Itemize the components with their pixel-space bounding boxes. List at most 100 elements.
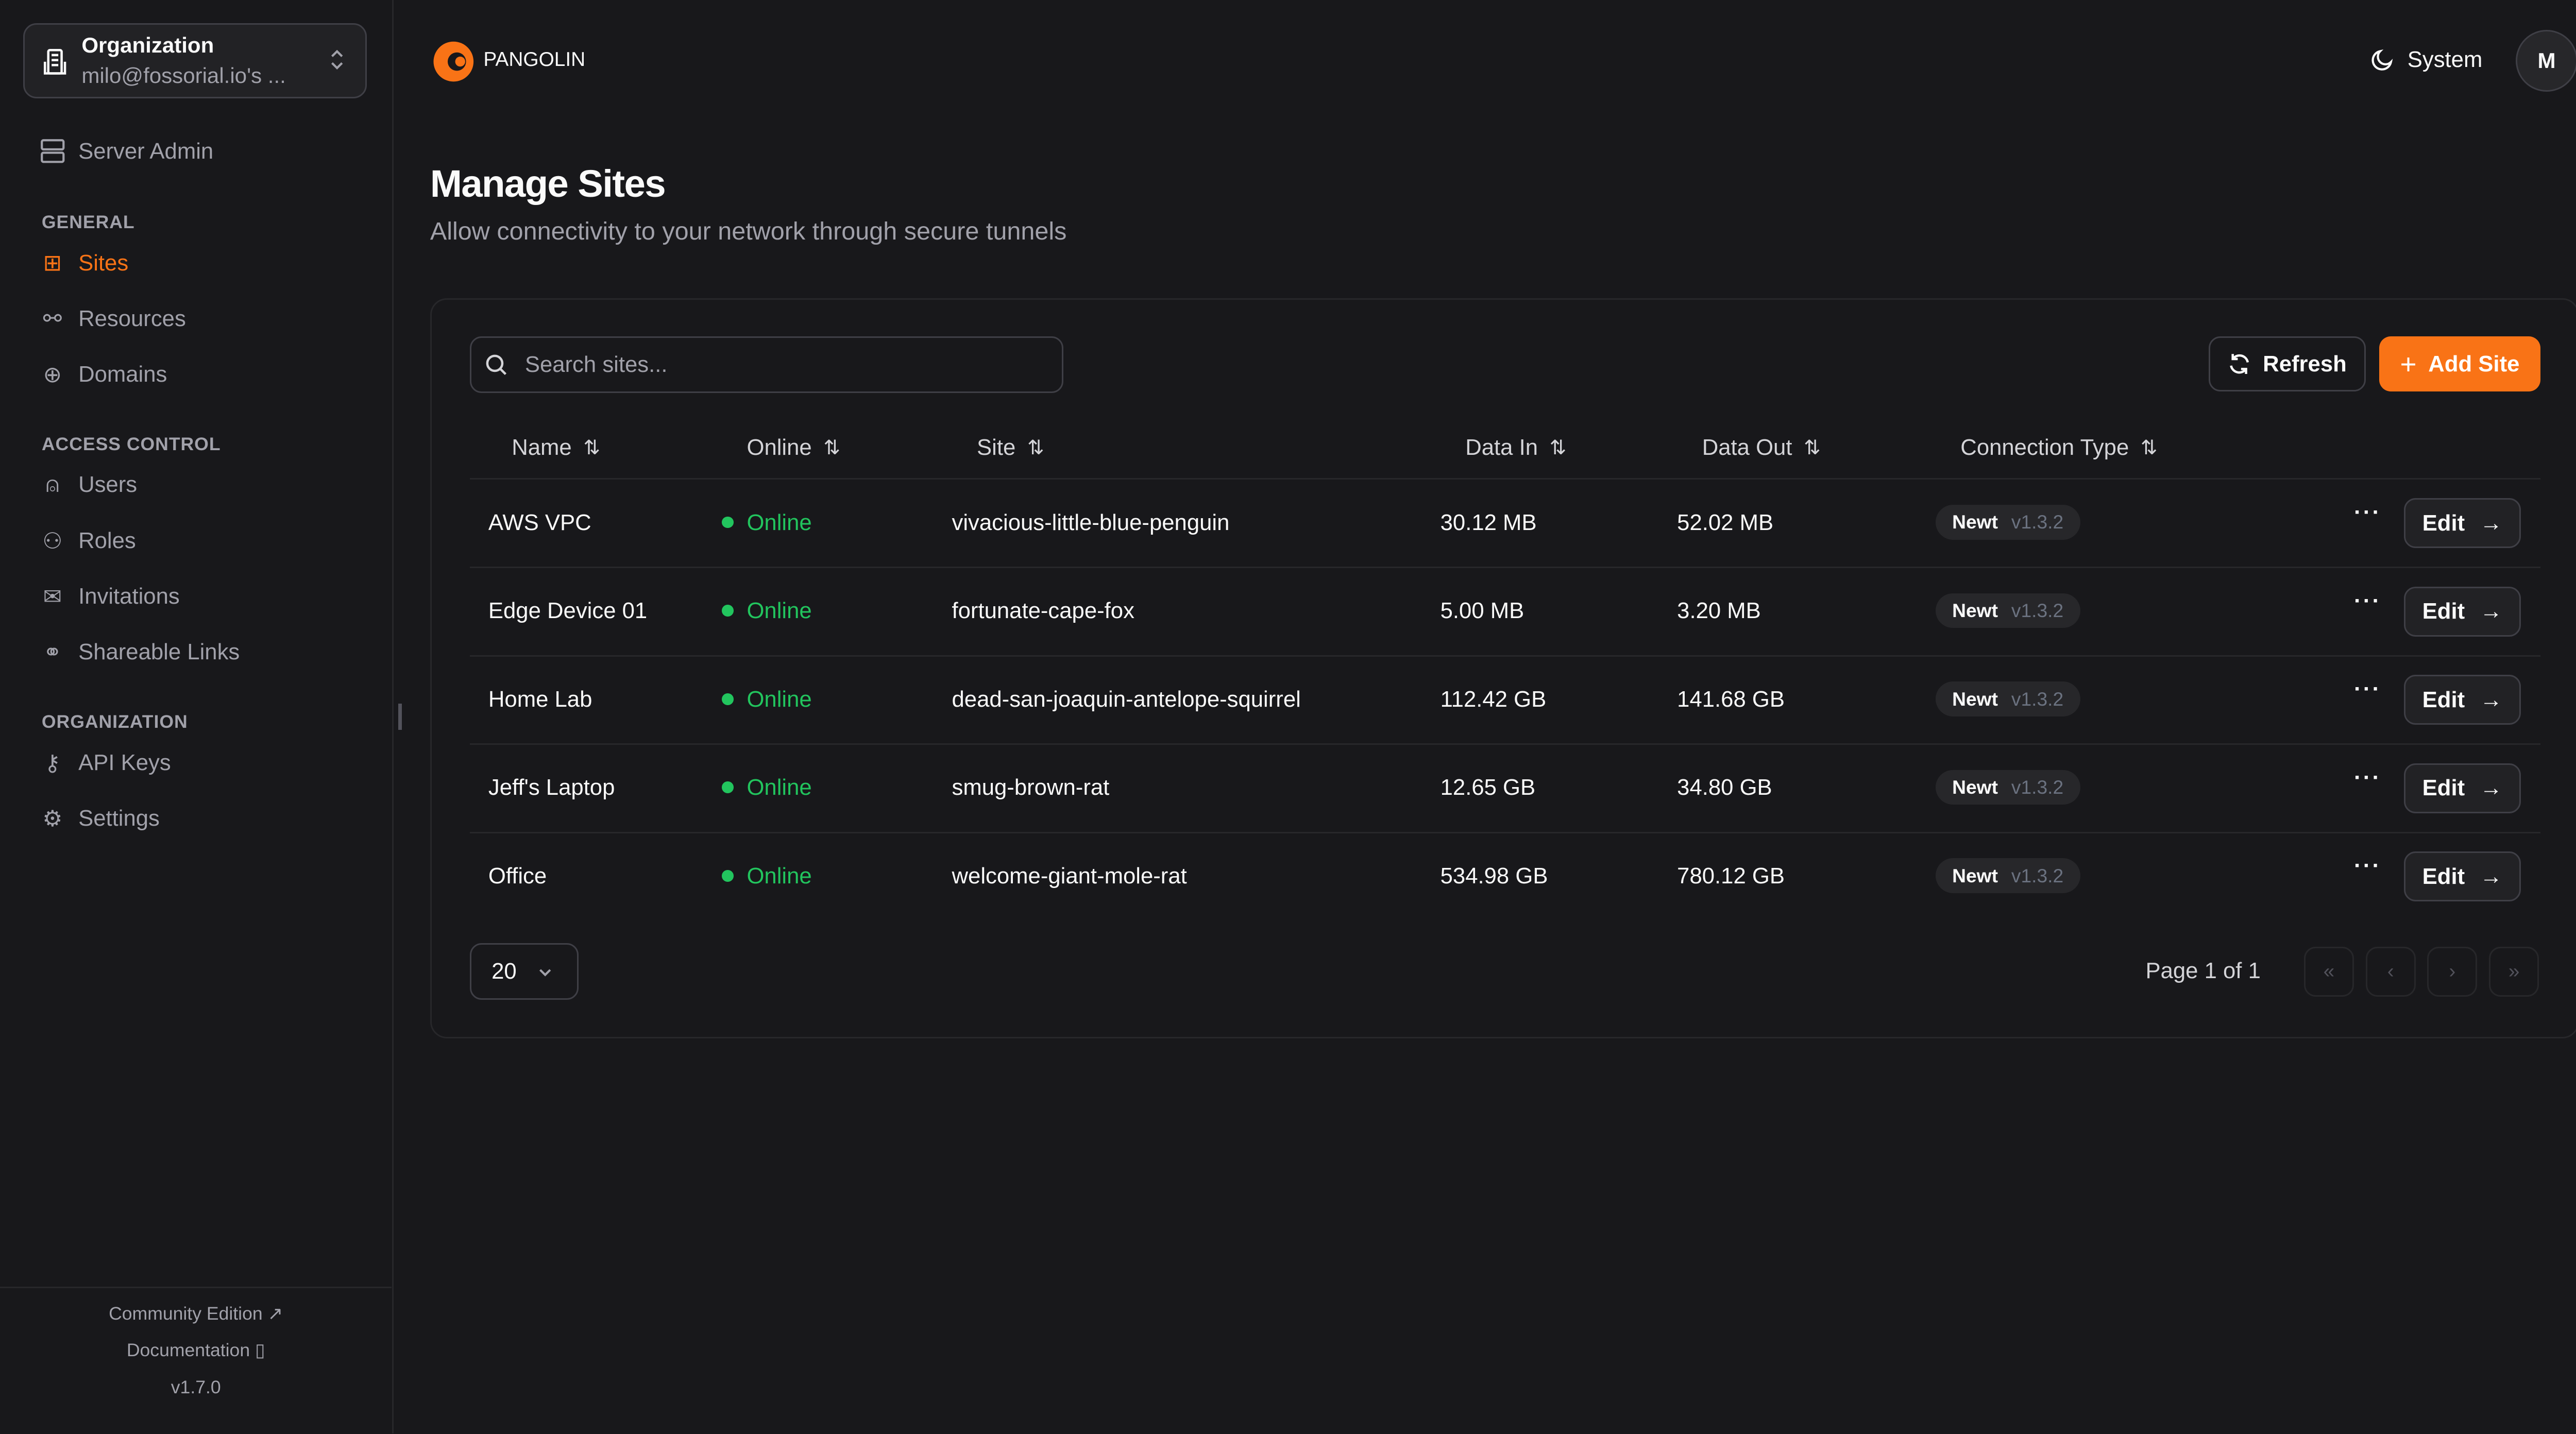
- more-actions-icon[interactable]: ···: [2353, 764, 2382, 790]
- page-size-select[interactable]: 20: [470, 943, 579, 1000]
- sort-icon: ⇅: [823, 436, 840, 459]
- refresh-button[interactable]: Refresh: [2209, 336, 2366, 392]
- more-actions-icon[interactable]: ···: [2353, 676, 2382, 702]
- logo: PANGOLIN: [430, 37, 585, 83]
- server-icon: [40, 139, 65, 163]
- edit-button[interactable]: Edit →: [2404, 763, 2521, 813]
- edit-button[interactable]: Edit →: [2404, 675, 2521, 725]
- status-dot: [721, 869, 734, 882]
- sidebar-item-label: Invitations: [78, 584, 180, 609]
- edit-button[interactable]: Edit →: [2404, 498, 2521, 549]
- community-edition-link[interactable]: Community Edition ↗: [109, 1303, 283, 1324]
- data-out: 780.12 GB: [1677, 863, 1785, 889]
- sidebar-item-domains[interactable]: ⊕ Domains: [40, 362, 167, 388]
- sidebar-item-label: Shareable Links: [78, 639, 240, 665]
- site-id: welcome-giant-mole-rat: [952, 863, 1187, 889]
- search-field[interactable]: [470, 336, 1064, 394]
- sidebar-section-label: ACCESS CONTROL: [41, 434, 221, 454]
- user-icon: ⍝: [45, 472, 60, 498]
- data-out: 141.68 GB: [1677, 686, 1785, 712]
- sidebar-item-resources[interactable]: ⚯ Resources: [40, 305, 186, 332]
- users-icon: ⚇: [42, 528, 63, 554]
- edit-button[interactable]: Edit →: [2404, 586, 2521, 637]
- site-name: Jeff's Laptop: [488, 775, 615, 800]
- sidebar-footer: Community Edition ↗ Documentation ▯ v1.7…: [0, 1287, 392, 1433]
- prev-page-button[interactable]: ‹: [2365, 946, 2416, 997]
- plus-icon: +: [2400, 348, 2417, 380]
- sidebar-item-api-keys[interactable]: ⚷ API Keys: [40, 750, 171, 776]
- sidebar-item-label: Settings: [78, 806, 160, 831]
- column-header-online[interactable]: Online ⇅: [747, 435, 840, 460]
- site-id: smug-brown-rat: [952, 775, 1110, 800]
- theme-label: System: [2407, 46, 2483, 72]
- data-in: 5.00 MB: [1440, 598, 1524, 624]
- first-page-button[interactable]: «: [2303, 946, 2354, 997]
- sidebar-resize-handle[interactable]: [398, 703, 402, 730]
- sidebar-item-users[interactable]: ⍝ Users: [40, 472, 137, 498]
- page-title: Manage Sites: [430, 162, 666, 205]
- more-actions-icon[interactable]: ···: [2353, 500, 2382, 525]
- chevrons-right-icon: »: [2508, 960, 2520, 983]
- org-switcher[interactable]: Organization milo@fossorial.io's ...: [23, 23, 367, 98]
- chevron-left-icon: ‹: [2387, 960, 2394, 983]
- table-row: Office Online welcome-giant-mole-rat 534…: [470, 831, 2541, 920]
- more-actions-icon[interactable]: ···: [2353, 588, 2382, 613]
- online-status: Online: [721, 863, 812, 889]
- data-in: 534.98 GB: [1440, 863, 1548, 889]
- sidebar-item-shareable-links[interactable]: ⚭ Shareable Links: [40, 639, 240, 665]
- sidebar-item-label: Domains: [78, 362, 167, 387]
- column-header-site[interactable]: Site ⇅: [977, 435, 1044, 460]
- sidebar-item-server-admin[interactable]: Server Admin: [40, 139, 213, 164]
- column-header-connection-type[interactable]: Connection Type ⇅: [1960, 435, 2157, 460]
- chevron-right-icon: ›: [2449, 960, 2456, 983]
- column-label: Name: [512, 435, 572, 460]
- sidebar-item-label: Roles: [78, 528, 136, 554]
- link-icon: ⚭: [43, 639, 62, 665]
- sidebar-item-sites[interactable]: ⊞ Sites: [40, 250, 129, 276]
- column-label: Online: [747, 435, 812, 460]
- site-id: dead-san-joaquin-antelope-squirrel: [952, 686, 1301, 712]
- arrow-right-icon: →: [2480, 863, 2502, 889]
- column-header-data-in[interactable]: Data In ⇅: [1465, 435, 1566, 460]
- documentation-link[interactable]: Documentation ▯: [126, 1340, 265, 1361]
- sort-icon: ⇅: [1027, 436, 1044, 459]
- theme-toggle[interactable]: System: [2371, 46, 2483, 73]
- sidebar-item-invitations[interactable]: ✉ Invitations: [40, 584, 180, 610]
- column-header-data-out[interactable]: Data Out ⇅: [1702, 435, 1821, 460]
- sidebar-item-label: API Keys: [78, 750, 171, 776]
- status-dot: [721, 781, 734, 793]
- brand-name: PANGOLIN: [483, 48, 586, 71]
- org-title: Organization: [81, 33, 214, 58]
- sidebar-item-settings[interactable]: ⚙ Settings: [40, 806, 160, 832]
- site-id: fortunate-cape-fox: [952, 598, 1134, 624]
- avatar[interactable]: M: [2516, 30, 2576, 92]
- site-name: AWS VPC: [488, 509, 591, 535]
- edit-button[interactable]: Edit →: [2404, 851, 2521, 902]
- online-status: Online: [721, 775, 812, 800]
- sidebar-item-roles[interactable]: ⚇ Roles: [40, 528, 136, 554]
- table-row: AWS VPC Online vivacious-little-blue-pen…: [470, 478, 2541, 567]
- column-header-name[interactable]: Name ⇅: [512, 435, 600, 460]
- mail-icon: ✉: [43, 584, 62, 609]
- sort-icon: ⇅: [1549, 436, 1567, 459]
- add-site-button[interactable]: + Add Site: [2379, 336, 2541, 392]
- sort-icon: ⇅: [583, 436, 600, 459]
- data-in: 30.12 MB: [1440, 509, 1537, 535]
- online-status: Online: [721, 510, 812, 536]
- column-label: Data Out: [1702, 435, 1792, 460]
- refresh-label: Refresh: [2263, 351, 2347, 377]
- more-actions-icon[interactable]: ···: [2353, 853, 2382, 879]
- page-size-value: 20: [492, 959, 517, 984]
- data-out: 34.80 GB: [1677, 775, 1772, 800]
- sort-icon: ⇅: [2140, 436, 2158, 459]
- column-label: Connection Type: [1960, 435, 2129, 460]
- sites-card: Refresh + Add Site Name⇅Online⇅Site⇅Data…: [430, 298, 2576, 1039]
- status-dot: [721, 605, 734, 617]
- last-page-button[interactable]: »: [2489, 946, 2539, 997]
- next-page-button[interactable]: ›: [2427, 946, 2478, 997]
- moon-icon: [2371, 49, 2393, 71]
- key-icon: ⚷: [44, 750, 61, 776]
- sidebar-section-label: GENERAL: [41, 211, 135, 232]
- search-input[interactable]: [521, 350, 1022, 380]
- gear-icon: ⚙: [42, 806, 63, 831]
